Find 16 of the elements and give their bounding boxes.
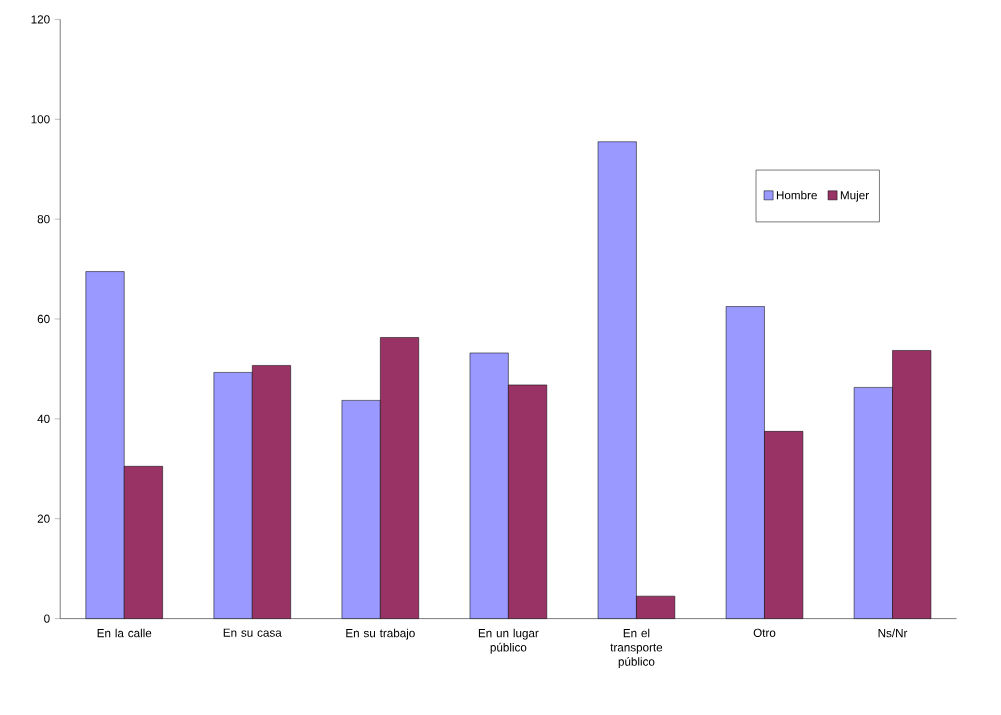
y-tick-label: 20 (37, 514, 50, 523)
x-tick-label: Ns/Nr (878, 628, 908, 638)
y-tick-label: 0 (44, 614, 50, 623)
x-tick-label: Otro (753, 628, 776, 638)
y-tick-label: 40 (37, 414, 50, 424)
x-tick-label: En su trabajo (346, 628, 415, 640)
legend-label: Hombre (776, 190, 817, 200)
x-tick-label: En un lugar público (478, 628, 539, 654)
y-tick-label: 120 (31, 15, 50, 24)
y-tick-label: 60 (37, 315, 50, 324)
y-tick-label: 80 (37, 215, 50, 224)
x-tick-label: En la calle (97, 628, 152, 638)
x-tick-label: En su casa (223, 628, 282, 637)
x-tick-label: En el transporte público (610, 628, 663, 669)
legend-label: Mujer (840, 190, 869, 202)
y-tick-label: 100 (31, 115, 50, 124)
